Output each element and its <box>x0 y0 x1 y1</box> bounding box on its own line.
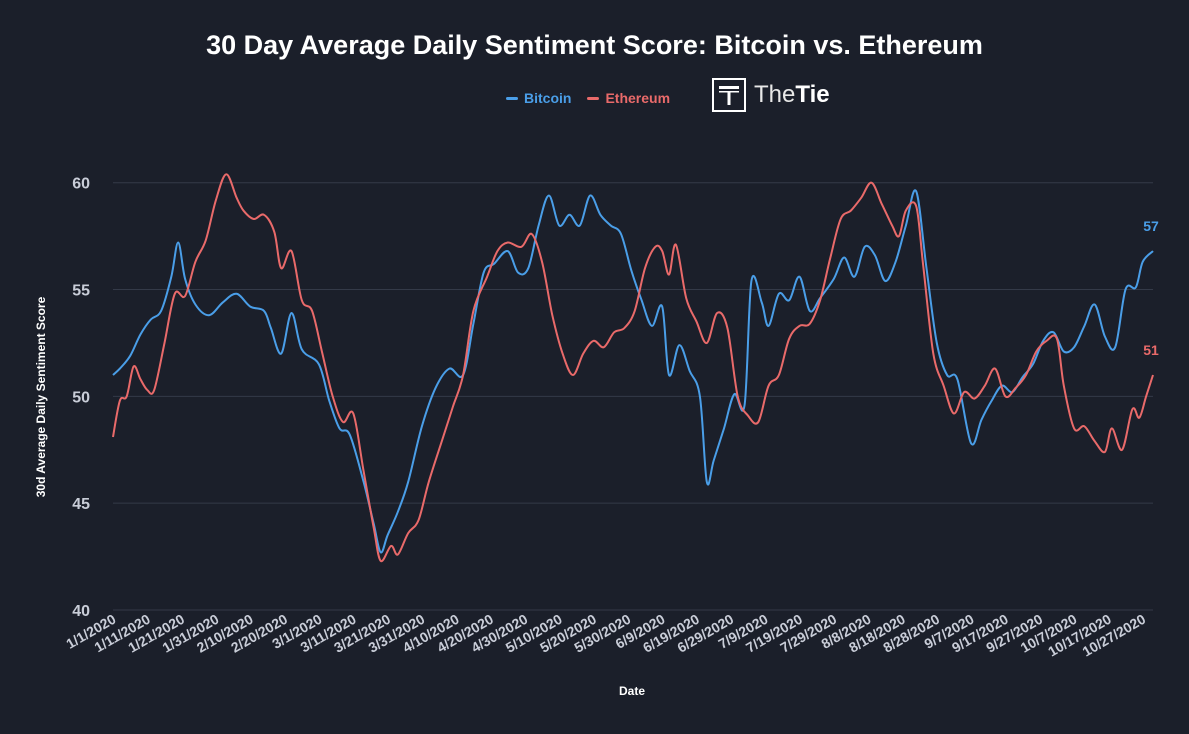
series-lines <box>112 173 1154 563</box>
legend-item-ethereum[interactable]: Ethereum <box>587 90 670 106</box>
legend-item-bitcoin[interactable]: Bitcoin <box>506 90 571 106</box>
series-line-ethereum[interactable] <box>112 173 1154 563</box>
legend: Bitcoin Ethereum <box>506 88 670 108</box>
legend-label-bitcoin: Bitcoin <box>524 90 572 106</box>
y-tick-label: 50 <box>72 389 90 406</box>
y-tick-label: 60 <box>72 176 90 193</box>
thetie-logo-icon <box>712 78 746 112</box>
legend-swatch-bitcoin <box>506 96 518 100</box>
y-tick-label: 40 <box>72 603 90 620</box>
series-line-bitcoin[interactable] <box>112 189 1154 554</box>
x-axis-title: Date <box>619 684 645 698</box>
legend-swatch-ethereum <box>587 96 600 100</box>
legend-label-ethereum: Ethereum <box>605 90 671 106</box>
chart-title: 30 Day Average Daily Sentiment Score: Bi… <box>206 30 983 60</box>
end-label-ethereum: 51 <box>1143 342 1159 358</box>
grid-lines <box>113 182 1153 611</box>
y-tick-label: 55 <box>72 283 90 300</box>
x-axis-ticks: 1/1/20201/11/20201/21/20201/31/20202/10/… <box>63 611 1148 660</box>
y-axis-ticks: 40 45 50 55 60 <box>72 176 90 620</box>
thetie-logo: TheTie <box>712 76 830 114</box>
y-axis-title: 30d Average Daily Sentiment Score <box>34 296 48 497</box>
y-tick-label: 45 <box>72 496 90 513</box>
end-label-bitcoin: 57 <box>1143 218 1159 234</box>
thetie-logo-text: TheTie <box>754 81 830 108</box>
end-labels: 57 51 <box>1143 218 1159 358</box>
